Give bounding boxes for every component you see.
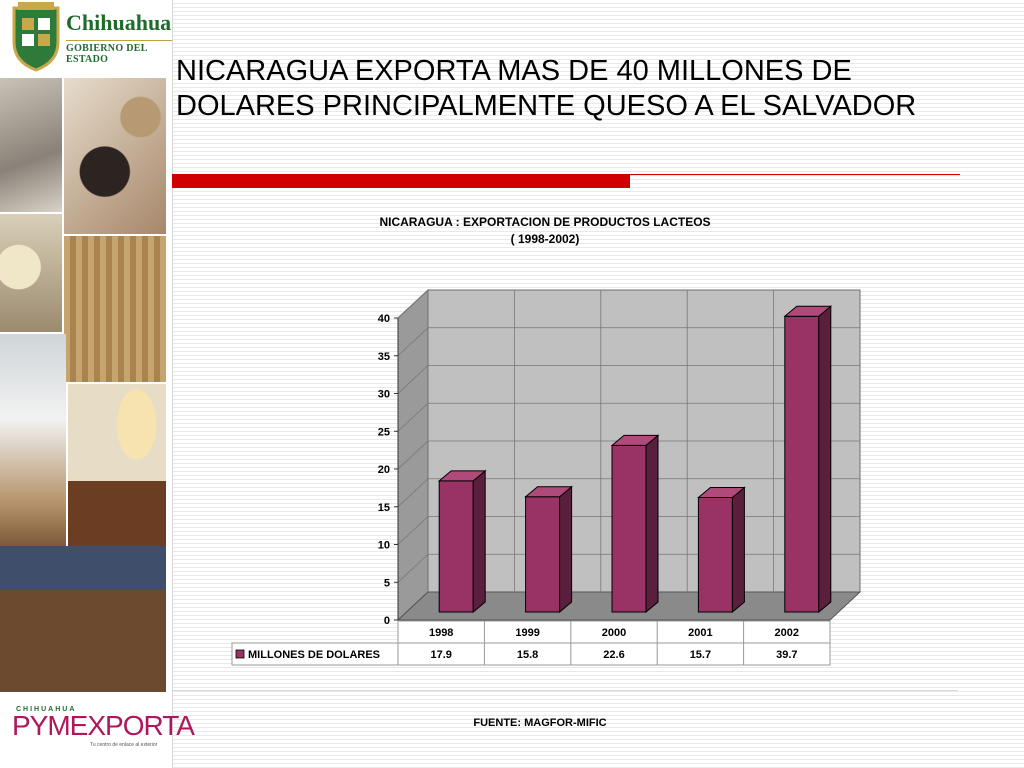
bar-side	[559, 485, 573, 614]
x-category-label: 2000	[602, 627, 626, 639]
photo-food-worker	[0, 334, 66, 546]
pymexporta-logo-tagline: Tu centro de enlace al exterior	[90, 742, 158, 748]
footer-divider	[172, 690, 958, 691]
bar-side	[645, 434, 659, 614]
photo-furniture-room	[0, 546, 166, 692]
x-category-label: 1999	[515, 627, 539, 639]
y-tick-label: 35	[378, 351, 390, 363]
y-tick-label: 40	[378, 313, 390, 325]
x-category-label: 1998	[429, 627, 453, 639]
y-tick-label: 30	[378, 389, 390, 401]
bar-top	[524, 486, 573, 498]
x-category-label: 2001	[688, 627, 712, 639]
bar-side	[818, 305, 832, 614]
sidebar-collage: Chihuahua GOBIERNO DEL ESTADO CHIHUAHUA …	[0, 0, 195, 768]
photo-baskets	[64, 236, 166, 382]
y-tick-label: 5	[384, 577, 390, 589]
logo-name: Chihuahua	[66, 10, 172, 35]
y-tick-label: 15	[378, 502, 390, 514]
chart-title: NICARAGUA : EXPORTACION DE PRODUCTOS LAC…	[379, 215, 711, 229]
y-tick-label: 25	[378, 426, 390, 438]
title-underline-thick	[172, 174, 630, 188]
photo-cheese-wheels	[0, 214, 62, 332]
photo-lamp-furniture	[68, 384, 166, 546]
bar	[784, 315, 820, 613]
bar-top	[697, 486, 746, 498]
title-underline-thin	[630, 174, 960, 175]
bar	[438, 480, 474, 613]
chihuahua-government-logo: Chihuahua GOBIERNO DEL ESTADO	[0, 0, 172, 76]
data-label: 15.8	[517, 649, 538, 661]
photo-dairy-workers	[0, 78, 62, 212]
chart-subtitle: ( 1998-2002)	[510, 232, 580, 247]
photo-pottery	[64, 78, 166, 234]
pymexporta-logo-main: PYMEXPORTA	[12, 710, 195, 741]
y-tick-label: 0	[384, 615, 390, 627]
pymexporta-logo: CHIHUAHUA PYMEXPORTA Tu centro de enlace…	[0, 694, 195, 768]
data-label: 15.7	[690, 649, 711, 661]
pymexporta-logo-top: CHIHUAHUA	[16, 706, 77, 713]
legend-series-name: MILLONES DE DOLARES	[248, 649, 380, 661]
chart-title-block: NICARAGUA : EXPORTACION DE PRODUCTOS LAC…	[330, 214, 760, 249]
bar-top	[783, 305, 833, 317]
bar	[697, 496, 733, 613]
bar	[525, 496, 561, 613]
shield-icon	[12, 2, 60, 72]
bar-side	[472, 469, 486, 614]
logo-subtitle: GOBIERNO DEL ESTADO	[66, 40, 172, 65]
slide-title: NICARAGUA EXPORTA MAS DE 40 MILLONES DE …	[176, 55, 917, 122]
y-tick-label: 20	[378, 464, 390, 476]
x-category-label: 2002	[775, 627, 799, 639]
legend-swatch	[235, 649, 245, 659]
data-label: 22.6	[603, 649, 624, 661]
table-data-row	[231, 642, 831, 666]
bar-top	[610, 434, 660, 446]
bar	[611, 444, 647, 613]
chart-source: FUENTE: MAGFOR-MIFIC	[473, 717, 607, 729]
bar-side	[731, 486, 745, 614]
bar-top	[437, 470, 487, 482]
y-tick-label: 10	[378, 540, 390, 552]
data-label: 17.9	[430, 649, 451, 661]
data-label: 39.7	[776, 649, 797, 661]
